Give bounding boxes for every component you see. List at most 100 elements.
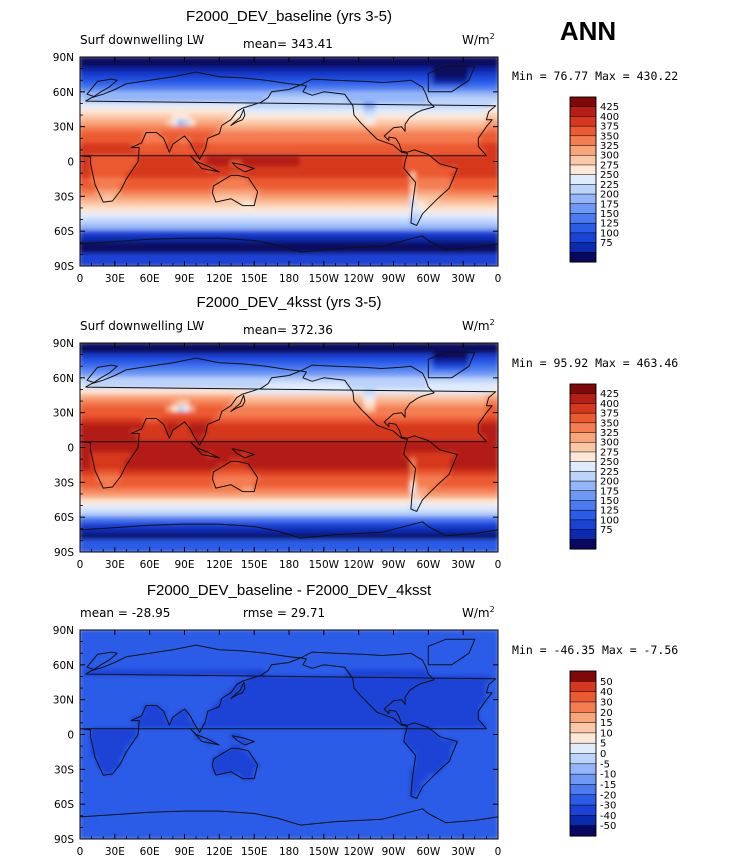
- field-cell: [264, 434, 273, 443]
- field-cell: [189, 201, 198, 209]
- field-cell: [392, 376, 401, 385]
- field-cell: [392, 365, 401, 374]
- field-cell: [229, 67, 238, 76]
- field-cell: [218, 160, 227, 169]
- field-cell: [282, 434, 290, 443]
- field-cell: [305, 405, 314, 414]
- field-cell: [398, 376, 407, 385]
- panel-title: F2000_DEV_baseline (yrs 3-5): [186, 8, 392, 25]
- field-cell: [90, 347, 99, 356]
- field-cell: [137, 440, 145, 449]
- field-cell: [299, 85, 308, 93]
- field-cell: [183, 487, 192, 495]
- field-cell: [224, 382, 232, 391]
- field-cell: [171, 166, 180, 175]
- field-cell: [148, 458, 157, 466]
- field-cell: [177, 469, 186, 478]
- field-cell: [450, 148, 459, 157]
- field-cell: [84, 230, 93, 238]
- field-cell: [299, 119, 308, 128]
- field-cell: [380, 376, 389, 385]
- field-cell: [206, 108, 215, 117]
- field-cell: [369, 108, 378, 117]
- field-cell: [299, 160, 308, 169]
- field-cell: [450, 446, 459, 455]
- colorbar-box: [569, 193, 597, 205]
- field-cell: [409, 253, 418, 262]
- field-cell: [125, 434, 134, 443]
- field-cell: [456, 61, 465, 70]
- field-cell: [258, 108, 267, 117]
- field-cell: [137, 230, 145, 238]
- field-cell: [404, 376, 412, 385]
- field-cell: [171, 405, 180, 414]
- field-cell: [125, 423, 134, 432]
- field-cell: [137, 131, 145, 140]
- field-cell: [462, 143, 470, 151]
- field-cell: [189, 481, 198, 490]
- field-cell: [398, 79, 407, 88]
- field-cell: [160, 172, 169, 180]
- field-cell: [322, 253, 331, 262]
- field-cell: [102, 224, 111, 233]
- field-cell: [398, 510, 407, 519]
- field-cell: [433, 131, 441, 140]
- field-cell: [433, 154, 441, 163]
- field-cell: [467, 131, 476, 140]
- field-cell: [375, 79, 383, 88]
- field-cell: [241, 195, 250, 204]
- field-cell: [218, 371, 227, 379]
- field-cell: [467, 148, 476, 157]
- field-cell: [90, 131, 99, 140]
- field-cell: [380, 230, 389, 238]
- field-cell: [322, 516, 331, 524]
- field-cell: [235, 429, 244, 437]
- colorbar-label: 125: [600, 219, 619, 230]
- field-cell: [80, 259, 87, 266]
- field-cell: [293, 394, 302, 403]
- field-cell: [386, 400, 395, 408]
- field-cell: [340, 79, 349, 88]
- field-cell: [293, 90, 302, 99]
- field-cell: [125, 259, 134, 266]
- field-cell: [189, 365, 198, 374]
- field-cell: [96, 429, 105, 437]
- field-cell: [235, 417, 244, 426]
- field-cell: [189, 206, 198, 215]
- field-cell: [438, 417, 447, 426]
- field-cell: [299, 224, 308, 233]
- field-cell: [148, 516, 157, 524]
- field-cell: [444, 148, 453, 157]
- field-cell: [299, 429, 308, 437]
- colorbar-box: [569, 135, 597, 147]
- field-cell: [467, 259, 476, 266]
- field-cell: [235, 67, 244, 76]
- field-cell: [346, 143, 354, 151]
- field-cell: [485, 61, 494, 70]
- field-cell: [258, 85, 267, 93]
- field-cell: [409, 131, 418, 140]
- field-cell: [363, 504, 372, 513]
- field-cell: [270, 212, 279, 221]
- field-cell: [409, 429, 418, 437]
- field-cell: [380, 434, 389, 443]
- field-cell: [235, 382, 244, 391]
- field-cell: [409, 347, 418, 356]
- field-cell: [276, 183, 285, 192]
- field-cell: [206, 131, 215, 140]
- field-cell: [212, 504, 221, 513]
- field-cell: [253, 394, 261, 403]
- field-cell: [433, 388, 441, 397]
- field-cell: [253, 79, 261, 88]
- field-cell: [160, 463, 169, 472]
- field-cell: [421, 61, 430, 70]
- field-cell: [195, 235, 203, 244]
- field-cell: [200, 172, 209, 180]
- field-cell: [450, 516, 459, 524]
- field-cell: [409, 510, 418, 519]
- field-cell: [386, 235, 395, 244]
- field-cell: [119, 114, 128, 122]
- field-cell: [229, 90, 238, 99]
- field-cell: [160, 371, 169, 379]
- field-cell: [409, 411, 418, 420]
